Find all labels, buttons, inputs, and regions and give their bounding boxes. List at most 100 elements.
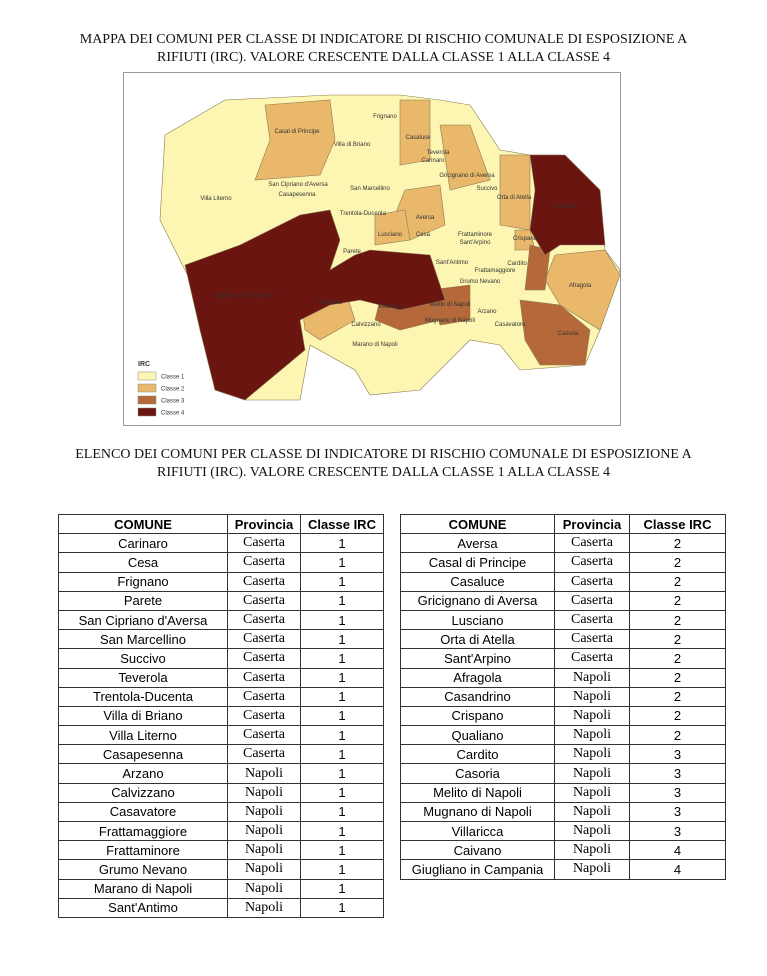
table-cell: Caserta [554, 629, 630, 650]
table-cell: Trentola-Ducenta [58, 686, 228, 707]
table-row: Melito di Napoli Napoli 3 [400, 782, 726, 803]
table-cell: 2 [629, 590, 726, 611]
table-cell: Napoli [227, 878, 301, 899]
map-legend: IRC Classe 1 Classe 2 Classe 3 Classe 4 [137, 361, 185, 417]
map-label: Lusciano [378, 232, 403, 238]
table-cell: Napoli [227, 897, 301, 918]
table-cell: 1 [300, 840, 384, 861]
table-cell: Napoli [554, 744, 630, 765]
map-label: Caivano [556, 204, 579, 210]
table-row: Frignano Caserta 1 [58, 571, 384, 592]
table-row: Casaluce Caserta 2 [400, 571, 726, 592]
table-cell: 1 [300, 725, 384, 746]
table-left: COMUNE Provincia Classe IRC Carinaro Caserta… [58, 513, 384, 918]
map-label: Giugliano in Campania [213, 293, 274, 299]
table-cell: Casandrino [400, 686, 555, 707]
map-label: Cesa [416, 232, 431, 238]
class-2-area [374, 209, 411, 246]
table-cell: Napoli [554, 782, 630, 803]
table-row: Villaricca Napoli 3 [400, 820, 726, 842]
table-cell: 1 [300, 859, 384, 880]
map-label: Carinaro [421, 158, 445, 164]
table-cell: Gricignano di Aversa [400, 590, 555, 611]
table-cell: 3 [629, 782, 726, 803]
table-cell: Napoli [227, 840, 301, 861]
table-cell: Caserta [554, 609, 630, 631]
table-row: Trentola-Ducenta Caserta 1 [58, 686, 384, 707]
table-cell: Napoli [554, 859, 630, 880]
legend-label: Classe 3 [161, 399, 185, 405]
table-cell: 3 [629, 763, 726, 784]
table-cell: Casapesenna [58, 744, 228, 765]
header-cell: Provincia [554, 513, 630, 535]
table-cell: Caserta [227, 533, 301, 554]
table-cell: Villa Literno [58, 725, 228, 746]
header-row: COMUNE Provincia Classe IRC [400, 513, 726, 535]
table-cell: Frattaminore [58, 840, 228, 861]
table-cell: 4 [629, 859, 726, 880]
table-cell: Caserta [554, 533, 630, 554]
table-cell: 2 [629, 686, 726, 707]
map-areas [159, 94, 621, 401]
table-row: Villa Literno Caserta 1 [58, 725, 384, 746]
table-cell: Caserta [554, 571, 630, 592]
header-cell: Classe IRC [629, 513, 726, 535]
table-cell: Caserta [227, 705, 301, 727]
map-label: Cardito [507, 261, 527, 267]
table-cell: Napoli [554, 820, 630, 842]
table-cell: Casal di Principe [400, 552, 555, 573]
map-label: Sant'Antimo [436, 260, 469, 266]
table-cell: Napoli [554, 725, 630, 746]
map-label: San Cipriano d'Aversa [268, 182, 328, 188]
map-label: Casapesenna [278, 192, 316, 198]
table-cell: Marano di Napoli [58, 878, 228, 899]
table-cell: Napoli [227, 801, 301, 823]
table-cell: Napoli [554, 705, 630, 727]
table-cell: Napoli [227, 859, 301, 880]
table-cell: 1 [300, 763, 384, 784]
table-cell: 2 [629, 725, 726, 746]
table-cell: Caserta [554, 590, 630, 611]
table-cell: 2 [629, 629, 726, 650]
map-label: Frattaminore [458, 232, 493, 238]
map-label: Frattamaggiore [475, 268, 516, 274]
table-row: Cardito Napoli 3 [400, 744, 726, 765]
legend-swatch [137, 395, 157, 405]
table-cell: Succivo [58, 648, 228, 669]
table-row: Grumo Nevano Napoli 1 [58, 859, 384, 880]
class-4-area [184, 209, 446, 401]
table-cell: Villa di Briano [58, 705, 228, 727]
table-row: Arzano Napoli 1 [58, 763, 384, 784]
table-cell: Qualiano [400, 725, 555, 746]
map-label: Frignano [373, 114, 397, 120]
header-row: COMUNE Provincia Classe IRC [58, 513, 384, 535]
table-cell: 1 [300, 590, 384, 611]
table-cell: Caserta [227, 744, 301, 765]
map-label: Orta di Atella [497, 195, 532, 201]
table-cell: Caserta [227, 667, 301, 688]
map-label: Casal di Principe [274, 129, 320, 135]
map-label: Gricignano di Aversa [439, 173, 495, 179]
table-cell: Crispano [400, 705, 555, 727]
table-cell: 1 [300, 629, 384, 650]
table-cell: Teverola [58, 667, 228, 688]
table-cell: 3 [629, 820, 726, 842]
map-label: Villaricca [378, 304, 403, 310]
class-2-area [399, 99, 431, 166]
map-label: Casaluce [405, 135, 431, 141]
table-cell: 1 [300, 897, 384, 918]
header-cell: COMUNE [400, 513, 555, 535]
table-row: Casal di Principe Caserta 2 [400, 552, 726, 573]
table-row: Crispano Napoli 2 [400, 705, 726, 727]
table-cell: 1 [300, 552, 384, 573]
table-cell: Napoli [554, 801, 630, 823]
table-cell: Aversa [400, 533, 555, 554]
table-cell: Orta di Atella [400, 629, 555, 650]
table-cell: Napoli [227, 820, 301, 842]
table-cell: 1 [300, 571, 384, 592]
legend-swatch [137, 371, 157, 381]
table-cell: Mugnano di Napoli [400, 801, 555, 823]
header-cell: COMUNE [58, 513, 228, 535]
map-label: Parete [343, 249, 361, 255]
table-row: Parete Caserta 1 [58, 590, 384, 611]
